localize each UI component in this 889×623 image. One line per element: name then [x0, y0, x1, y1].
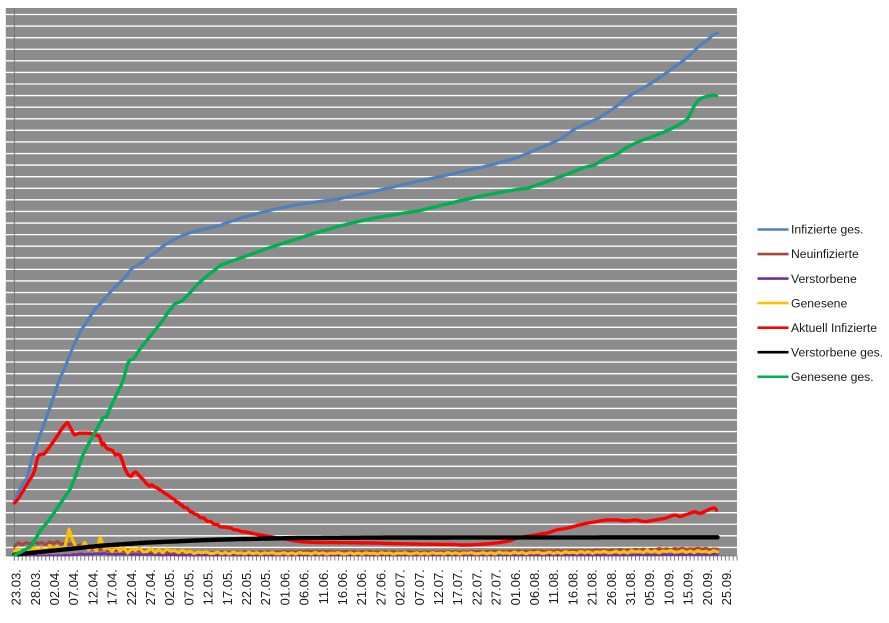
svg-text:21.06.: 21.06.: [354, 569, 369, 605]
svg-text:02.04.: 02.04.: [47, 569, 62, 605]
svg-text:27.04.: 27.04.: [143, 569, 158, 605]
svg-text:Infizierte ges.: Infizierte ges.: [791, 223, 863, 237]
svg-text:10.09.: 10.09.: [661, 569, 676, 605]
svg-text:27.06.: 27.06.: [373, 569, 388, 605]
svg-text:07.04.: 07.04.: [66, 569, 81, 605]
svg-text:Verstorbene: Verstorbene: [791, 272, 857, 286]
svg-text:05.09.: 05.09.: [642, 569, 657, 605]
svg-text:20.09.: 20.09.: [700, 569, 715, 605]
svg-text:27.07.: 27.07.: [489, 569, 504, 605]
svg-text:Genesene: Genesene: [791, 296, 847, 310]
svg-text:01.06.: 01.06.: [277, 569, 292, 605]
svg-text:31.08.: 31.08.: [623, 569, 638, 605]
svg-text:21.08.: 21.08.: [585, 569, 600, 605]
svg-text:07.07.: 07.07.: [412, 569, 427, 605]
svg-text:11.06.: 11.06.: [316, 569, 331, 604]
svg-text:01.06.: 01.06.: [508, 569, 523, 605]
svg-text:02.07.: 02.07.: [393, 569, 408, 605]
svg-text:12.05.: 12.05.: [201, 569, 216, 605]
svg-text:16.08.: 16.08.: [565, 569, 580, 605]
svg-text:23.03.: 23.03.: [9, 569, 24, 605]
svg-text:12.07.: 12.07.: [431, 569, 446, 605]
svg-text:17.07.: 17.07.: [450, 569, 465, 605]
svg-text:28.03.: 28.03.: [28, 569, 43, 605]
svg-text:06.06.: 06.06.: [297, 569, 312, 605]
svg-text:16.06.: 16.06.: [335, 569, 350, 605]
svg-text:22.04.: 22.04.: [124, 569, 139, 605]
svg-text:Genesene ges.: Genesene ges.: [791, 370, 874, 384]
svg-text:Neuinfizierte: Neuinfizierte: [791, 247, 859, 261]
svg-text:12.04.: 12.04.: [85, 569, 100, 605]
svg-text:17.04.: 17.04.: [105, 569, 120, 605]
svg-text:22.05.: 22.05.: [239, 569, 254, 605]
svg-text:15.09.: 15.09.: [681, 569, 696, 605]
svg-text:17.05.: 17.05.: [220, 569, 235, 605]
svg-text:25.09.: 25.09.: [719, 569, 734, 605]
svg-text:27.05.: 27.05.: [258, 569, 273, 605]
svg-text:06.08.: 06.08.: [527, 569, 542, 605]
svg-text:Verstorbene ges.: Verstorbene ges.: [791, 345, 883, 359]
svg-text:26.08.: 26.08.: [604, 569, 619, 605]
svg-text:22.07.: 22.07.: [469, 569, 484, 605]
svg-text:11.08.: 11.08.: [546, 569, 561, 604]
svg-text:Aktuell Infizierte: Aktuell Infizierte: [791, 321, 877, 335]
svg-text:07.05.: 07.05.: [181, 569, 196, 605]
svg-text:02.05.: 02.05.: [162, 569, 177, 605]
